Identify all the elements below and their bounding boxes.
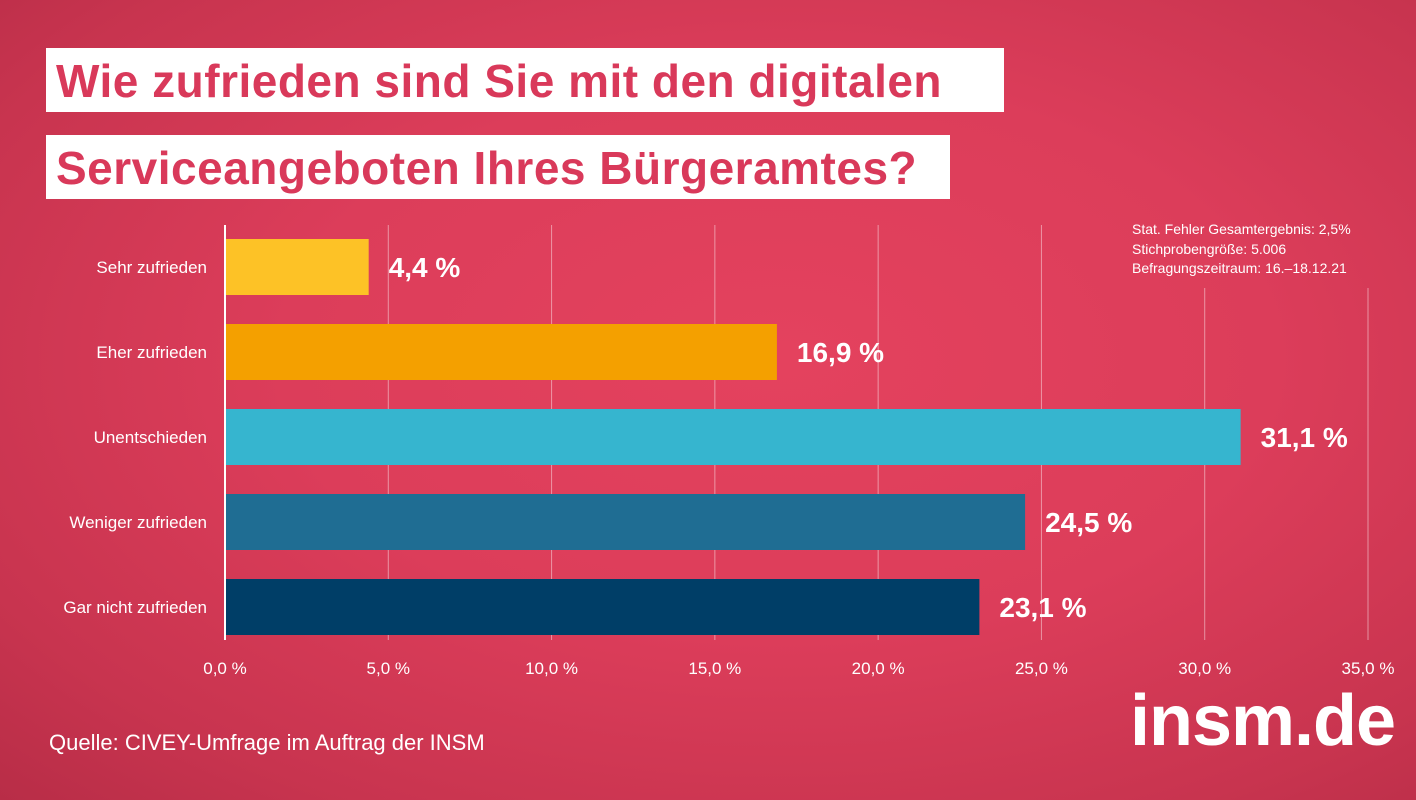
bar	[226, 494, 1026, 550]
category-label: Unentschieden	[94, 428, 207, 447]
stat-error: Stat. Fehler Gesamtergebnis: 2,5%	[1132, 221, 1351, 237]
category-label: Eher zufrieden	[96, 343, 207, 362]
x-tick-label: 15,0 %	[688, 659, 741, 678]
title-line-1: Wie zufrieden sind Sie mit den digitalen	[46, 48, 1004, 112]
survey-period: Befragungszeitraum: 16.–18.12.21	[1132, 260, 1347, 276]
category-label: Weniger zufrieden	[69, 513, 207, 532]
x-tick-label: 10,0 %	[525, 659, 578, 678]
category-label: Gar nicht zufrieden	[63, 598, 207, 617]
bar	[226, 579, 980, 635]
title-line-2: Serviceangeboten Ihres Bürgeramtes?	[46, 135, 950, 199]
x-tick-label: 5,0 %	[367, 659, 410, 678]
value-label: 4,4 %	[389, 252, 461, 283]
value-label: 24,5 %	[1045, 507, 1132, 538]
x-tick-label: 35,0 %	[1342, 659, 1395, 678]
x-tick-label: 25,0 %	[1015, 659, 1068, 678]
value-label: 31,1 %	[1261, 422, 1348, 453]
insm-logo: insm.de	[1130, 681, 1396, 761]
category-label: Sehr zufrieden	[96, 258, 207, 277]
value-label: 16,9 %	[797, 337, 884, 368]
source-note: Quelle: CIVEY-Umfrage im Auftrag der INS…	[49, 730, 485, 755]
x-tick-label: 0,0 %	[203, 659, 246, 678]
survey-meta: Stat. Fehler Gesamtergebnis: 2,5% Stichp…	[1132, 220, 1351, 279]
x-tick-label: 30,0 %	[1178, 659, 1231, 678]
bar	[226, 409, 1241, 465]
bar	[226, 239, 369, 295]
sample-size: Stichprobengröße: 5.006	[1132, 240, 1287, 257]
bar	[226, 324, 777, 380]
value-label: 23,1 %	[999, 592, 1086, 623]
x-tick-label: 20,0 %	[852, 659, 905, 678]
